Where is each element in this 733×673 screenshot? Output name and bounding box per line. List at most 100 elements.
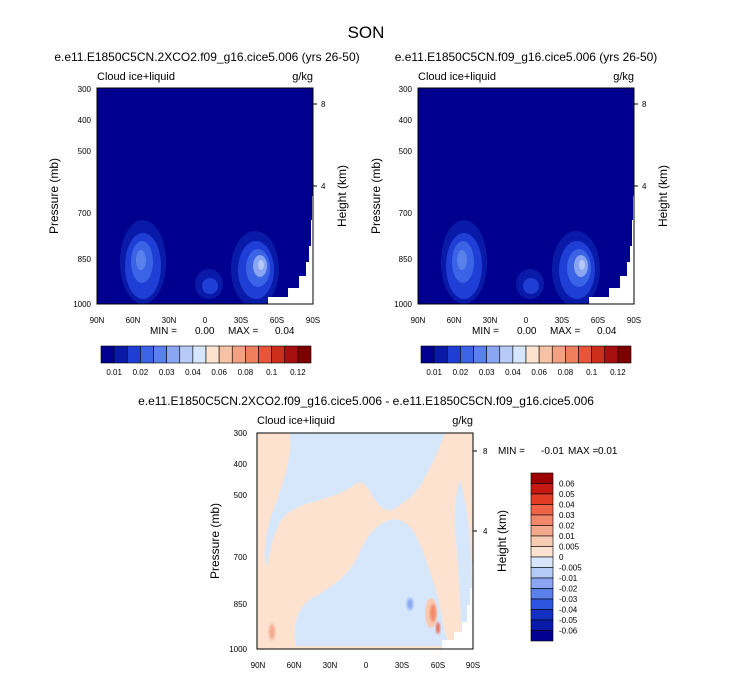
panel-3-x-axis: 90N 60N 30N 0 30S 60S 90S (251, 661, 480, 670)
colorbar-label: 0.06 (211, 368, 227, 377)
colorbar-swatch (530, 493, 554, 505)
panel-1-xtick-label: 0 (203, 316, 208, 325)
colorbar-swatch (205, 345, 220, 364)
panel-3-plot-area (257, 433, 473, 649)
panel-1-max-label: MAX = (228, 326, 258, 337)
panel-3-stats: MIN = -0.01 MAX = 0.01 (498, 446, 618, 457)
colorbar-swatch (297, 345, 312, 364)
panel-3-xtick-label: 0 (364, 661, 369, 670)
panel-3-contour-positive-sh-core (436, 622, 440, 634)
panel-1: e.e11.E1850C5CN.2XCO2.f09_g16.cice5.006 … (47, 50, 360, 377)
colorbar-swatch (530, 577, 554, 589)
colorbar-label: 0.03 (479, 368, 495, 377)
panel-3-xtick-label: 90N (251, 661, 266, 670)
colorbar-label: 0.03 (559, 511, 575, 520)
colorbar-swatch (525, 345, 540, 364)
colorbar-swatch (530, 535, 554, 547)
panel-1-contour-sh-max (258, 260, 264, 270)
colorbar-label: 0.04 (505, 368, 521, 377)
panel-2-title: e.e11.E1850C5CN.f09_g16.cice5.006 (yrs 2… (395, 50, 658, 64)
panel-2-max-value: 0.04 (597, 326, 617, 337)
panel-1-min-value: 0.00 (195, 326, 215, 337)
panel-1-ytick-label: 500 (78, 147, 92, 156)
panel-2-frame (417, 87, 635, 305)
panel-1-contour-eq-inner (202, 278, 218, 294)
colorbar-label: 0.01 (426, 368, 442, 377)
panel-3-frame (256, 432, 474, 650)
colorbar-swatch (578, 345, 592, 364)
panel-2-field-label: Cloud ice+liquid (418, 71, 496, 83)
colorbar-swatch (231, 345, 246, 364)
colorbar-label: 0.02 (133, 368, 149, 377)
colorbar-swatch (530, 630, 554, 642)
colorbar-swatch (591, 345, 606, 364)
colorbar-swatch (604, 345, 619, 364)
panel-2-ytick-label: 700 (399, 209, 413, 218)
panel-2-units: g/kg (613, 71, 634, 83)
colorbar-label: -0.06 (559, 627, 578, 636)
colorbar-swatch (538, 345, 553, 364)
panel-2-y-axis-left: 300 400 500 700 850 1000 Pressure (mb) (369, 85, 413, 309)
panel-3-topography-mask (442, 563, 473, 649)
panel-1-units: g/kg (292, 71, 313, 83)
panel-2-ytick-label: 850 (399, 255, 413, 264)
panel-1-ytick-label: 700 (78, 209, 92, 218)
panel-2-ylabel: Pressure (mb) (369, 158, 383, 234)
panel-3-ytick-right-label: 8 (483, 447, 488, 456)
colorbar-label: 0.05 (559, 490, 575, 499)
colorbar-label: -0.04 (559, 606, 578, 615)
panel-3-contour-negative-main (264, 433, 445, 565)
panel-3-y-axis-right: 8 4 Height (km) (473, 447, 509, 572)
panel-2-min-value: 0.00 (517, 326, 537, 337)
panel-1-title: e.e11.E1850C5CN.2XCO2.f09_g16.cice5.006 … (54, 50, 359, 64)
panel-2-topography-mask (589, 196, 634, 304)
colorbar-swatch (460, 345, 474, 364)
panel-2-ytick-label: 1000 (394, 300, 412, 309)
colorbar-swatch (499, 345, 514, 364)
colorbar-swatch (530, 525, 554, 537)
colorbar-label: 0.12 (610, 368, 626, 377)
panel-1-xtick-label: 60N (126, 316, 141, 325)
panel-2-ylabel-right: Height (km) (656, 165, 670, 227)
colorbar-label: 0.04 (559, 501, 575, 510)
panel-2-x-axis: 90N 60N 30N 0 30S 60S 90S (411, 316, 641, 325)
colorbar-swatch (420, 345, 435, 364)
panel-1-ytick-right-label: 8 (321, 100, 326, 109)
colorbar-label: 0.06 (531, 368, 547, 377)
colorbar-swatch (530, 598, 554, 610)
panel-2-ytick-label: 300 (399, 85, 413, 94)
colorbar-label: 0.03 (159, 368, 175, 377)
colorbar-swatch (530, 619, 554, 631)
panel-2-xtick-label: 90N (411, 316, 426, 325)
panel-1-y-axis-right: 8 4 Height (km) (313, 100, 349, 227)
panel-2-contour-sh-max (579, 260, 585, 270)
panel-1-topography-mask (268, 196, 313, 304)
colorbar-swatch (140, 345, 154, 364)
panel-2-xtick-label: 60S (591, 316, 605, 325)
colorbar-swatch (473, 345, 487, 364)
panel-1-xtick-label: 90S (306, 316, 320, 325)
colorbar-swatch (512, 345, 527, 364)
colorbar-label: 0.01 (106, 368, 122, 377)
panel-3-xtick-label: 60S (431, 661, 445, 670)
colorbar-swatch (271, 345, 286, 364)
panel-3-y-axis-left: 300 400 500 700 850 1000 Pressure (mb) (208, 429, 248, 654)
panel-2: e.e11.E1850C5CN.f09_g16.cice5.006 (yrs 2… (369, 50, 670, 377)
colorbar-swatch (530, 514, 554, 526)
panel-1-y-axis-left: 300 400 500 700 850 1000 Pressure (mb) (47, 85, 92, 309)
colorbar-swatch (218, 345, 233, 364)
colorbar-swatch (166, 345, 181, 364)
colorbar-label: -0.005 (559, 564, 582, 573)
colorbar-label: 0.1 (586, 368, 598, 377)
panel-2-contour-nh-max (457, 250, 467, 270)
colorbar-swatch (113, 345, 128, 364)
panel-3-xtick-label: 30N (323, 661, 338, 670)
colorbar-swatch (446, 345, 461, 364)
panel-2-ytick-right-label: 4 (642, 182, 647, 191)
colorbar-swatch (530, 504, 554, 516)
panel-2-xtick-label: 30N (483, 316, 498, 325)
panel-1-min-label: MIN = (150, 326, 177, 337)
panel-1-xtick-label: 60S (270, 316, 284, 325)
panel-1-ytick-label: 850 (78, 255, 92, 264)
panel-3-min-value: -0.01 (541, 446, 564, 457)
